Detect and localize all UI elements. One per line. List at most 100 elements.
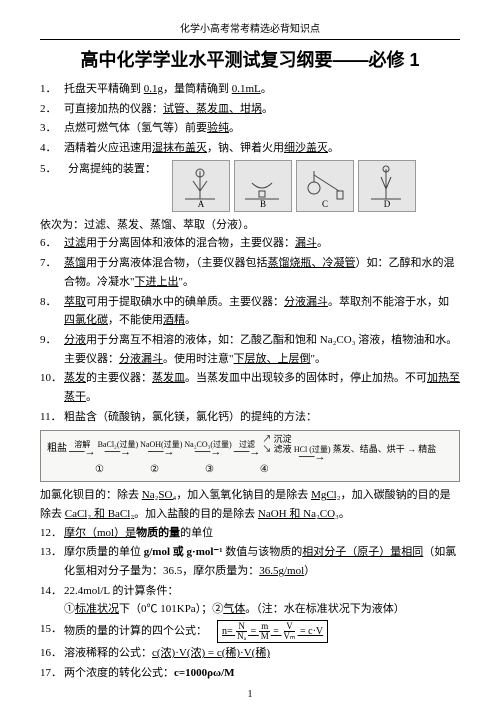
formula-box: n= NNₐ = mM = VVₘ = c·V: [217, 620, 328, 643]
item-number: 5．: [40, 160, 64, 176]
item-number: 9．: [40, 331, 64, 368]
text: ，不能使用: [108, 314, 163, 326]
item-11: 11． 粗盐含（硫酸钠，氯化镁，氯化钙）的提纯的方法：: [40, 408, 460, 427]
text: 点燃可燃气体（氢气等）前要: [64, 122, 207, 134]
item-9: 9． 分液用于分离互不相溶的液体，如：乙酸乙酯和饱和 Na₂CO₃ 溶液，植物油…: [40, 331, 460, 368]
text: "。: [311, 353, 327, 365]
text: 酒精着火应迅速用: [64, 142, 152, 154]
u: 36.5g/mol: [259, 565, 304, 577]
u: 下进上出: [135, 276, 179, 288]
flow-start: 粗盐: [47, 442, 67, 456]
item-5-label: 分离提纯的装置：: [68, 160, 168, 176]
u: 标准状况: [75, 603, 119, 615]
separate-icon: [361, 163, 411, 203]
item-number: 11．: [40, 408, 64, 427]
text: 的单位: [180, 527, 213, 539]
text: 溶液稀释的公式：: [64, 647, 152, 659]
u: 细沙盖灭: [284, 142, 328, 154]
item-6: 6． 过滤用于分离固体和液体的混合物，主要仪器：漏斗。: [40, 234, 460, 253]
item-number: 13．: [40, 543, 64, 580]
text: 。萃取剂不能溶于水，如: [328, 296, 449, 308]
item-12: 12． 摩尔（mol）是物质的量的单位: [40, 524, 460, 543]
text: 的主要仪器：: [86, 372, 152, 384]
item-17: 17． 两个浓度的转化公式：c=1000ρω/M: [40, 664, 460, 683]
text: 。: [261, 83, 272, 95]
order-line: 依次为：过滤、蒸发、蒸馏、萃取（分液）。: [40, 216, 460, 235]
text: 。: [317, 237, 328, 249]
text: ，量筒精确到: [163, 83, 232, 95]
item-number: 8．: [40, 293, 64, 330]
item-number: 12．: [40, 524, 64, 543]
u: 漏斗: [295, 237, 317, 249]
text: 下（0℃ 101KPa）；: [119, 603, 212, 615]
item-10: 10． 蒸发的主要仪器：蒸发皿。当蒸发皿中出现较多的固体时，停止加热。不可加热至…: [40, 369, 460, 406]
post-flow-text: 加氯化钡目的：除去 Na₂SO₄，加入氢氧化钠目的是除去 MgCl₂，加入碳酸钠…: [40, 486, 460, 523]
text: 。: [229, 122, 240, 134]
u: 分液漏斗: [284, 296, 328, 308]
u: 萃取: [64, 296, 86, 308]
apparatus-d: D: [358, 160, 416, 212]
text: 两个浓度的转化公式：: [64, 667, 174, 679]
item-number: 7．: [40, 254, 64, 291]
text: 。使用时注意": [163, 353, 234, 365]
text: 托盘天平精确到: [64, 83, 144, 95]
u: 分液: [64, 334, 86, 346]
filter-icon: [175, 163, 225, 203]
text: ）: [304, 565, 315, 577]
u: 摩尔（mol）是: [64, 527, 136, 539]
page-number: 1: [0, 689, 500, 700]
text: 22.4mol/L 的计算条件：: [64, 585, 178, 597]
item-number: 15．: [40, 620, 64, 643]
item-number: 4．: [40, 139, 64, 158]
u: 蒸发皿: [152, 372, 185, 384]
circ: ①: [64, 603, 75, 615]
b: 物质的量: [136, 527, 180, 539]
item-8: 8． 萃取可用于提取碘水中的碘单质。主要仪器：分液漏斗。萃取剂不能溶于水，如 四…: [40, 293, 460, 330]
distill-icon: [299, 163, 349, 203]
flow-step: NaOH(过量)──→: [140, 441, 182, 458]
text: 物质的量的计算的四个公式：: [64, 622, 207, 641]
circ: ①: [95, 463, 104, 477]
text: 摩尔质量的单位: [64, 546, 141, 558]
u: 验纯: [207, 122, 229, 134]
text: ，钠、钾着火用: [207, 142, 284, 154]
text: 。（注：水在标准状况下为液体）: [245, 603, 405, 615]
circ: ④: [260, 463, 269, 477]
document-title: 高中化学学业水平测试复习纲要——必修 1: [40, 46, 460, 72]
circ: ②: [212, 603, 223, 615]
text: 可用于提取碘水中的碘单质。主要仪器：: [86, 296, 284, 308]
u: 0.1mL: [232, 83, 261, 95]
item-16: 16． 溶液稀释的公式：c(浓)·V(浓) = c(稀)·V(稀): [40, 644, 460, 663]
u: 蒸发: [64, 372, 86, 384]
item-number: 6．: [40, 234, 64, 253]
b: c=1000ρω/M: [174, 667, 235, 679]
u: 四氯化碳: [64, 314, 108, 326]
item-number: 14．: [40, 582, 64, 619]
text: 。: [185, 314, 196, 326]
apparatus-a: A: [172, 160, 230, 212]
item-14: 14． 22.4mol/L 的计算条件： ①标准状况下（0℃ 101KPa）；②…: [40, 582, 460, 619]
item-3: 3． 点燃可燃气体（氢气等）前要验纯。: [40, 119, 460, 138]
text: 。当蒸发皿中出现较多的固体时，停止加热。不可: [185, 372, 427, 384]
text: 用于分离固体和液体的混合物，主要仪器：: [86, 237, 295, 249]
u: 气体: [223, 603, 245, 615]
u: 蒸馏: [64, 257, 86, 269]
flow-step: 溶解──→: [69, 441, 96, 458]
apparatus-b: B: [234, 160, 292, 212]
document-page: 化学小高考常考精选必背知识点 高中化学学业水平测试复习纲要——必修 1 1． 托…: [0, 0, 500, 706]
text: 。: [328, 142, 339, 154]
text: "。: [179, 276, 195, 288]
flow-step: BaCl₂(过量)──→: [98, 441, 139, 458]
circ: ③: [205, 463, 214, 477]
u: 过滤: [64, 237, 86, 249]
text: 粗盐含（硫酸钠，氯化镁，氯化钙）的提纯的方法：: [64, 408, 460, 427]
circ: ②: [150, 463, 159, 477]
text: 用于分离液体混合物，（主要仪器包括: [86, 257, 268, 269]
u: 下层放、上层倒: [234, 353, 311, 365]
flow-step: Na₂CO₃(过量)──→: [184, 441, 231, 458]
page-header: 化学小高考常考精选必背知识点: [40, 20, 460, 35]
text: 可直接加热的仪器：: [64, 103, 163, 115]
u: 试管、蒸发皿、坩埚: [163, 103, 262, 115]
flow-diagram: 粗盐 溶解──→ BaCl₂(过量)──→ NaOH(过量)──→ Na₂CO₃…: [40, 430, 460, 482]
item-5-row: 5． 分离提纯的装置： A B C D: [40, 160, 460, 212]
